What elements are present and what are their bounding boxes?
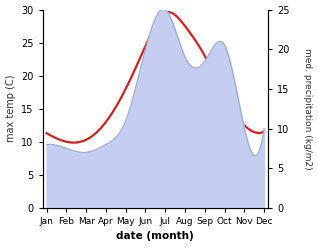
Y-axis label: max temp (C): max temp (C) xyxy=(5,75,16,143)
X-axis label: date (month): date (month) xyxy=(116,231,194,242)
Y-axis label: med. precipitation (kg/m2): med. precipitation (kg/m2) xyxy=(303,48,313,169)
